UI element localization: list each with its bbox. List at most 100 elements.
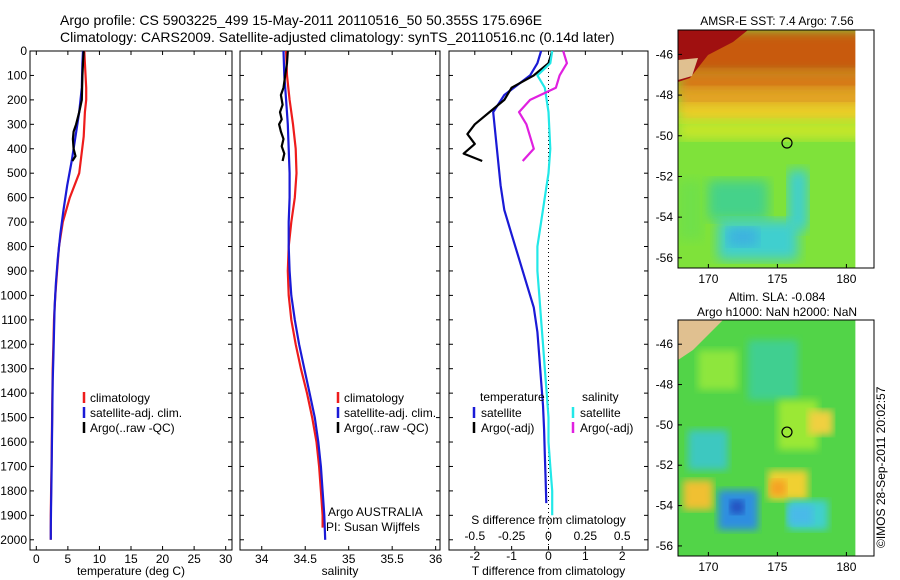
- sla-color-patch: [683, 480, 713, 510]
- depth-tick-label: 1200: [0, 337, 27, 351]
- depth-tick-label: 1800: [0, 484, 27, 498]
- temperature-panel-xtick-label: 15: [124, 552, 138, 566]
- difference-legend-title: temperature: [480, 390, 545, 404]
- difference-legend-label: satellite: [481, 406, 522, 420]
- map-frame: [677, 29, 875, 269]
- difference-series-temp-satellite: [492, 50, 548, 504]
- salinity-annotation-float: Argo AUSTRALIA: [328, 505, 423, 519]
- land-mass: [678, 320, 723, 360]
- figure-title-line1: Argo profile: CS 5903225_499 15-May-2011…: [60, 12, 543, 28]
- no-data-strip: [855, 30, 874, 268]
- sst-color-patch: [678, 180, 703, 240]
- map-lat-label: -54: [656, 499, 674, 513]
- salinity-difference-tick-label: -0.25: [498, 529, 526, 543]
- sst-color-patch: [678, 120, 874, 140]
- salinity-panel: 34 34.5 35 35.5 36 salinity climatologysatelli…: [239, 50, 443, 578]
- depth-tick-label: 900: [7, 264, 27, 278]
- depth-tick-label: 1900: [0, 508, 27, 522]
- sla-color-patch: [748, 340, 798, 400]
- salinity-annotation-pi: PI: Susan Wijffels: [326, 520, 420, 534]
- temperature-series-satellite: [49, 50, 85, 540]
- map-sst: 170 175 180 -46 -48 -50 -52 -54 -56: [656, 29, 875, 286]
- depth-tick-label: 200: [7, 93, 27, 107]
- sla-color-patch: [808, 410, 833, 435]
- depth-tick-label: 1700: [0, 459, 27, 473]
- depth-tick-label: 400: [7, 142, 27, 156]
- difference-series-sal-satellite: [536, 50, 554, 516]
- sla-color-patch: [788, 505, 813, 525]
- depth-tick-label: 600: [7, 191, 27, 205]
- temperature-panel-xtick-label: 20: [156, 552, 170, 566]
- map-lat-label: -54: [656, 210, 674, 224]
- depth-tick-label: 1600: [0, 435, 27, 449]
- depth-tick-label: 1300: [0, 362, 27, 376]
- salinity-panel-xtick-label: 34: [255, 552, 269, 566]
- map-field: [678, 320, 874, 556]
- map-lon-label: 175: [767, 272, 787, 286]
- argo-position-marker: [781, 137, 793, 149]
- map-lat-label: -52: [656, 169, 674, 183]
- land-mass: [678, 30, 748, 82]
- depth-tick-label: 100: [7, 68, 27, 82]
- depth-tick-label: 0: [20, 44, 27, 58]
- sst-color-patch: [678, 104, 874, 122]
- difference-series-temp-argo: [462, 50, 554, 163]
- no-data-strip: [855, 320, 874, 556]
- salinity-difference-tick-label: 0.25: [574, 529, 598, 543]
- temperature-panel-xtick-label: 5: [65, 552, 72, 566]
- argo-position-marker: [781, 426, 793, 438]
- depth-tick-label: 1400: [0, 386, 27, 400]
- temperature-panel-frame: [29, 50, 233, 551]
- temperature-difference-axis-label: T difference from climatology: [472, 564, 626, 578]
- map-sla: 170 175 180 -46 -48 -50 -52 -54 -56: [656, 319, 875, 574]
- temperature-panel-xtick-label: 25: [187, 552, 201, 566]
- map-lat-label: -48: [656, 378, 674, 392]
- difference-xtick-label: 1: [582, 549, 589, 563]
- salinity-series-satellite: [282, 50, 327, 540]
- sst-color-patch: [788, 170, 808, 230]
- difference-legend-label: satellite: [580, 406, 621, 420]
- difference-xtick-label: 2: [619, 549, 626, 563]
- sla-color-patch: [770, 480, 786, 496]
- salinity-series-climatology: [285, 50, 324, 528]
- figure-title-line2: Climatology: CARS2009. Satellite-adjuste…: [60, 29, 615, 45]
- map-frame: [677, 319, 875, 557]
- map-lat-label: -46: [656, 47, 674, 61]
- map-field: [678, 30, 874, 268]
- map-lat-label: -56: [656, 539, 674, 553]
- map-lon-label: 180: [836, 560, 856, 574]
- temperature-legend-label: Argo(..raw -QC): [90, 421, 175, 435]
- salinity-legend-label: satellite-adj. clim.: [344, 406, 436, 420]
- depth-tick-label: 800: [7, 240, 27, 254]
- salinity-legend-label: climatology: [344, 391, 404, 405]
- salinity-panel-xtick-label: 35: [342, 552, 356, 566]
- depth-tick-label: 1100: [1, 313, 27, 327]
- map-lon-label: 180: [836, 272, 856, 286]
- sst-color-patch: [708, 180, 768, 220]
- sla-color-patch: [688, 430, 728, 470]
- depth-tick-label: 2000: [0, 533, 27, 547]
- map-lat-label: -50: [656, 129, 674, 143]
- salinity-difference-tick-label: -0.5: [464, 529, 485, 543]
- salinity-difference-axis-label: S difference from climatology: [471, 513, 626, 527]
- sla-color-patch: [730, 500, 744, 514]
- temperature-panel-xtick-label: 30: [219, 552, 233, 566]
- salinity-panel-xtick-label: 34.5: [294, 552, 318, 566]
- salinity-series-argo: [278, 50, 289, 162]
- salinity-axis-label: salinity: [322, 564, 359, 578]
- salinity-difference-tick-label: 0: [545, 529, 552, 543]
- temperature-legend-label: climatology: [90, 391, 150, 405]
- difference-xtick-label: -1: [506, 549, 517, 563]
- sst-map-title: AMSR-E SST: 7.4 Argo: 7.56: [700, 14, 854, 28]
- map-lon-label: 170: [698, 560, 718, 574]
- difference-panel: -2 -1 0 1 2 -0.5 -0.25 0 0.25 0.5 S difference fro…: [448, 50, 649, 578]
- map-lat-label: -50: [656, 418, 674, 432]
- map-lat-label: -56: [656, 251, 674, 265]
- salinity-panel-xtick-label: 36: [429, 552, 443, 566]
- temperature-panel-xtick-label: 10: [93, 552, 107, 566]
- land-mass-edge: [678, 58, 698, 80]
- map-lat-label: -46: [656, 337, 674, 351]
- difference-xtick-label: 0: [545, 549, 552, 563]
- depth-tick-label: 500: [7, 166, 27, 180]
